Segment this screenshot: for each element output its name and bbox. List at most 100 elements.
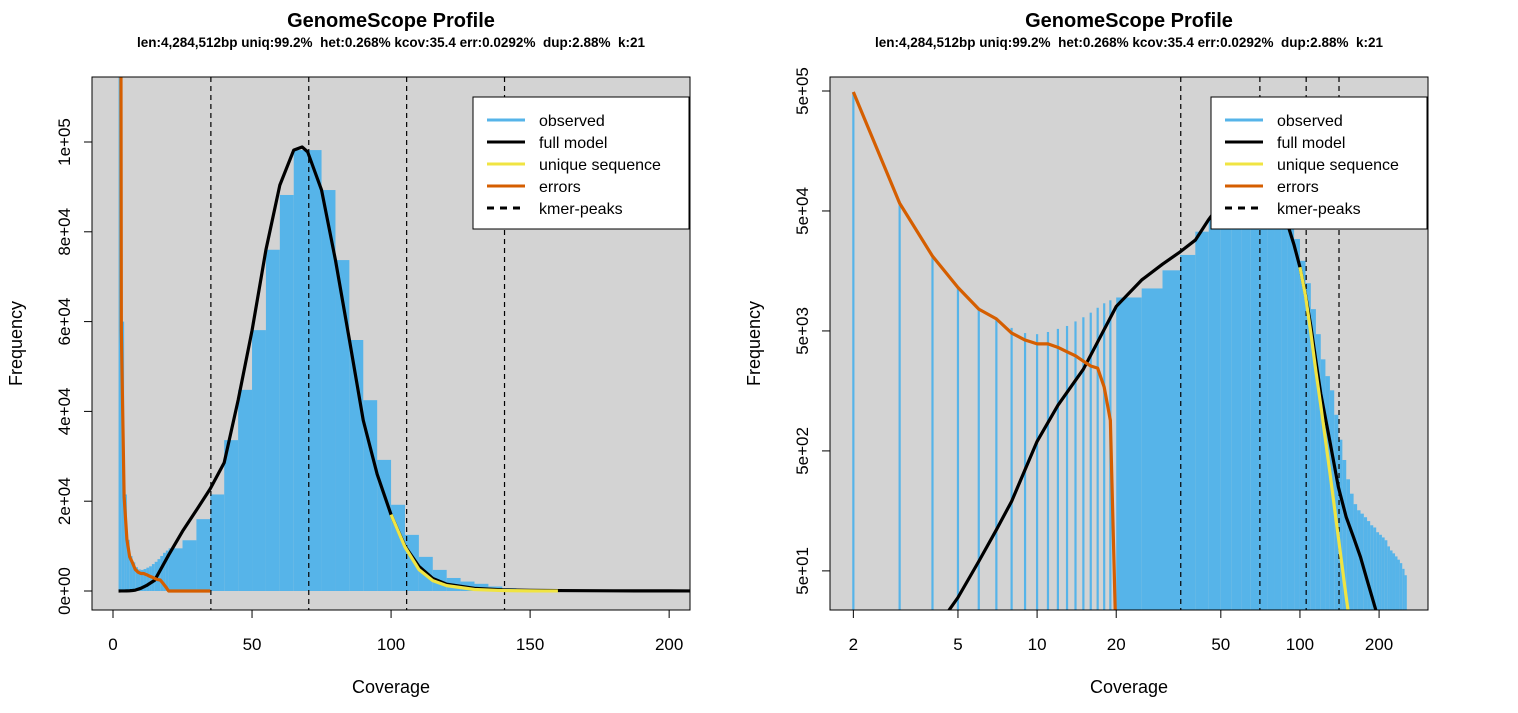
bar: [1082, 317, 1085, 610]
bar: [293, 150, 308, 591]
legend-label: kmer-peaks: [1277, 201, 1361, 218]
chart-subtitle: len:4,284,512bp uniq:99.2% het:0.268% kc…: [875, 35, 1383, 50]
bar: [1381, 537, 1385, 610]
legend-label: full model: [1277, 135, 1345, 152]
model-line: [119, 77, 211, 593]
bar: [279, 194, 294, 591]
bar: [1320, 359, 1326, 610]
bar: [1384, 540, 1388, 610]
y-tick-label: 2e+04: [55, 477, 74, 525]
chart-title: GenomeScope Profile: [287, 10, 495, 32]
bar: [977, 307, 980, 610]
bar: [1065, 325, 1069, 610]
bar: [852, 92, 855, 610]
bar: [377, 459, 392, 591]
plot-0: GenomeScope Profile len:4,284,512bp uniq:…: [6, 10, 691, 697]
model-line: [851, 91, 1117, 610]
bar: [1325, 376, 1330, 610]
bar: [1402, 568, 1405, 610]
x-axis-title: Coverage: [352, 677, 430, 697]
x-axis-title: Coverage: [1090, 677, 1168, 697]
bar: [1299, 260, 1306, 610]
bar: [149, 566, 152, 591]
x-tick-label: 100: [1286, 635, 1314, 654]
bar: [1241, 181, 1251, 610]
bar: [238, 389, 253, 591]
bar: [1315, 334, 1321, 610]
bar: [160, 555, 164, 591]
bar: [1397, 559, 1400, 610]
bar: [321, 190, 336, 591]
bar: [1074, 321, 1077, 610]
legend-label: observed: [1277, 113, 1343, 130]
legend-label: observed: [539, 113, 605, 130]
bar: [1349, 493, 1354, 610]
plot-area: [851, 77, 1407, 610]
bar: [1373, 527, 1377, 610]
y-tick-label: 5e+04: [793, 187, 812, 235]
bar: [1342, 459, 1347, 610]
bar: [1162, 270, 1181, 610]
bar: [995, 318, 998, 610]
y-tick-label: 4e+04: [55, 388, 74, 436]
bar: [1379, 534, 1382, 610]
bar: [1346, 479, 1350, 610]
bar: [165, 550, 169, 591]
bar: [1357, 510, 1361, 610]
bar: [1294, 238, 1300, 610]
bar: [132, 562, 136, 591]
bar: [138, 569, 141, 591]
bar: [956, 287, 960, 610]
x-tick-label: 0: [108, 635, 117, 654]
bar: [1376, 532, 1380, 610]
bar: [143, 568, 147, 591]
bar: [1399, 563, 1403, 610]
bar: [1250, 175, 1260, 610]
bar: [140, 569, 144, 591]
legend-label: unique sequence: [539, 157, 661, 174]
bar: [1392, 553, 1396, 610]
bar: [265, 249, 280, 591]
bar: [1338, 439, 1343, 610]
model-line: [1298, 266, 1350, 610]
y-tick-label: 5e+05: [793, 67, 812, 115]
bar: [1259, 175, 1268, 610]
y-tick-label: 8e+04: [55, 208, 74, 256]
bar: [1387, 546, 1390, 610]
y-tick-label: 6e+04: [55, 298, 74, 346]
y-tick-label: 0e+00: [55, 567, 74, 615]
bar: [1353, 504, 1358, 610]
legend-label: errors: [1277, 179, 1319, 196]
bar: [1046, 331, 1050, 610]
bar: [1035, 334, 1039, 610]
legend: observed full model unique sequence errors k…: [1210, 96, 1428, 230]
bar: [1231, 189, 1242, 610]
bar: [1367, 521, 1371, 610]
bar: [363, 400, 378, 591]
bar: [1370, 525, 1374, 610]
bar: [931, 254, 934, 610]
plot-1: GenomeScope Profile len:4,284,512bp uniq:…: [744, 10, 1429, 697]
bar: [1310, 309, 1316, 610]
bar: [1267, 180, 1275, 610]
legend-label: errors: [539, 179, 581, 196]
x-tick-label: 100: [377, 635, 405, 654]
bar: [1089, 312, 1092, 610]
bar: [1180, 254, 1196, 610]
x-tick-label: 200: [1365, 635, 1393, 654]
bar: [307, 150, 322, 591]
x-tick-label: 10: [1028, 635, 1047, 654]
legend-label: full model: [539, 135, 607, 152]
bar: [129, 555, 133, 591]
bar: [898, 201, 901, 610]
bar: [168, 548, 183, 591]
chart-title: GenomeScope Profile: [1025, 10, 1233, 32]
x-tick-label: 5: [953, 635, 962, 654]
x-tick-label: 50: [1211, 635, 1230, 654]
bar: [1305, 283, 1311, 610]
legend-label: kmer-peaks: [539, 201, 623, 218]
bar: [1195, 231, 1209, 610]
x-tick-label: 20: [1107, 635, 1126, 654]
bar: [1395, 556, 1398, 610]
